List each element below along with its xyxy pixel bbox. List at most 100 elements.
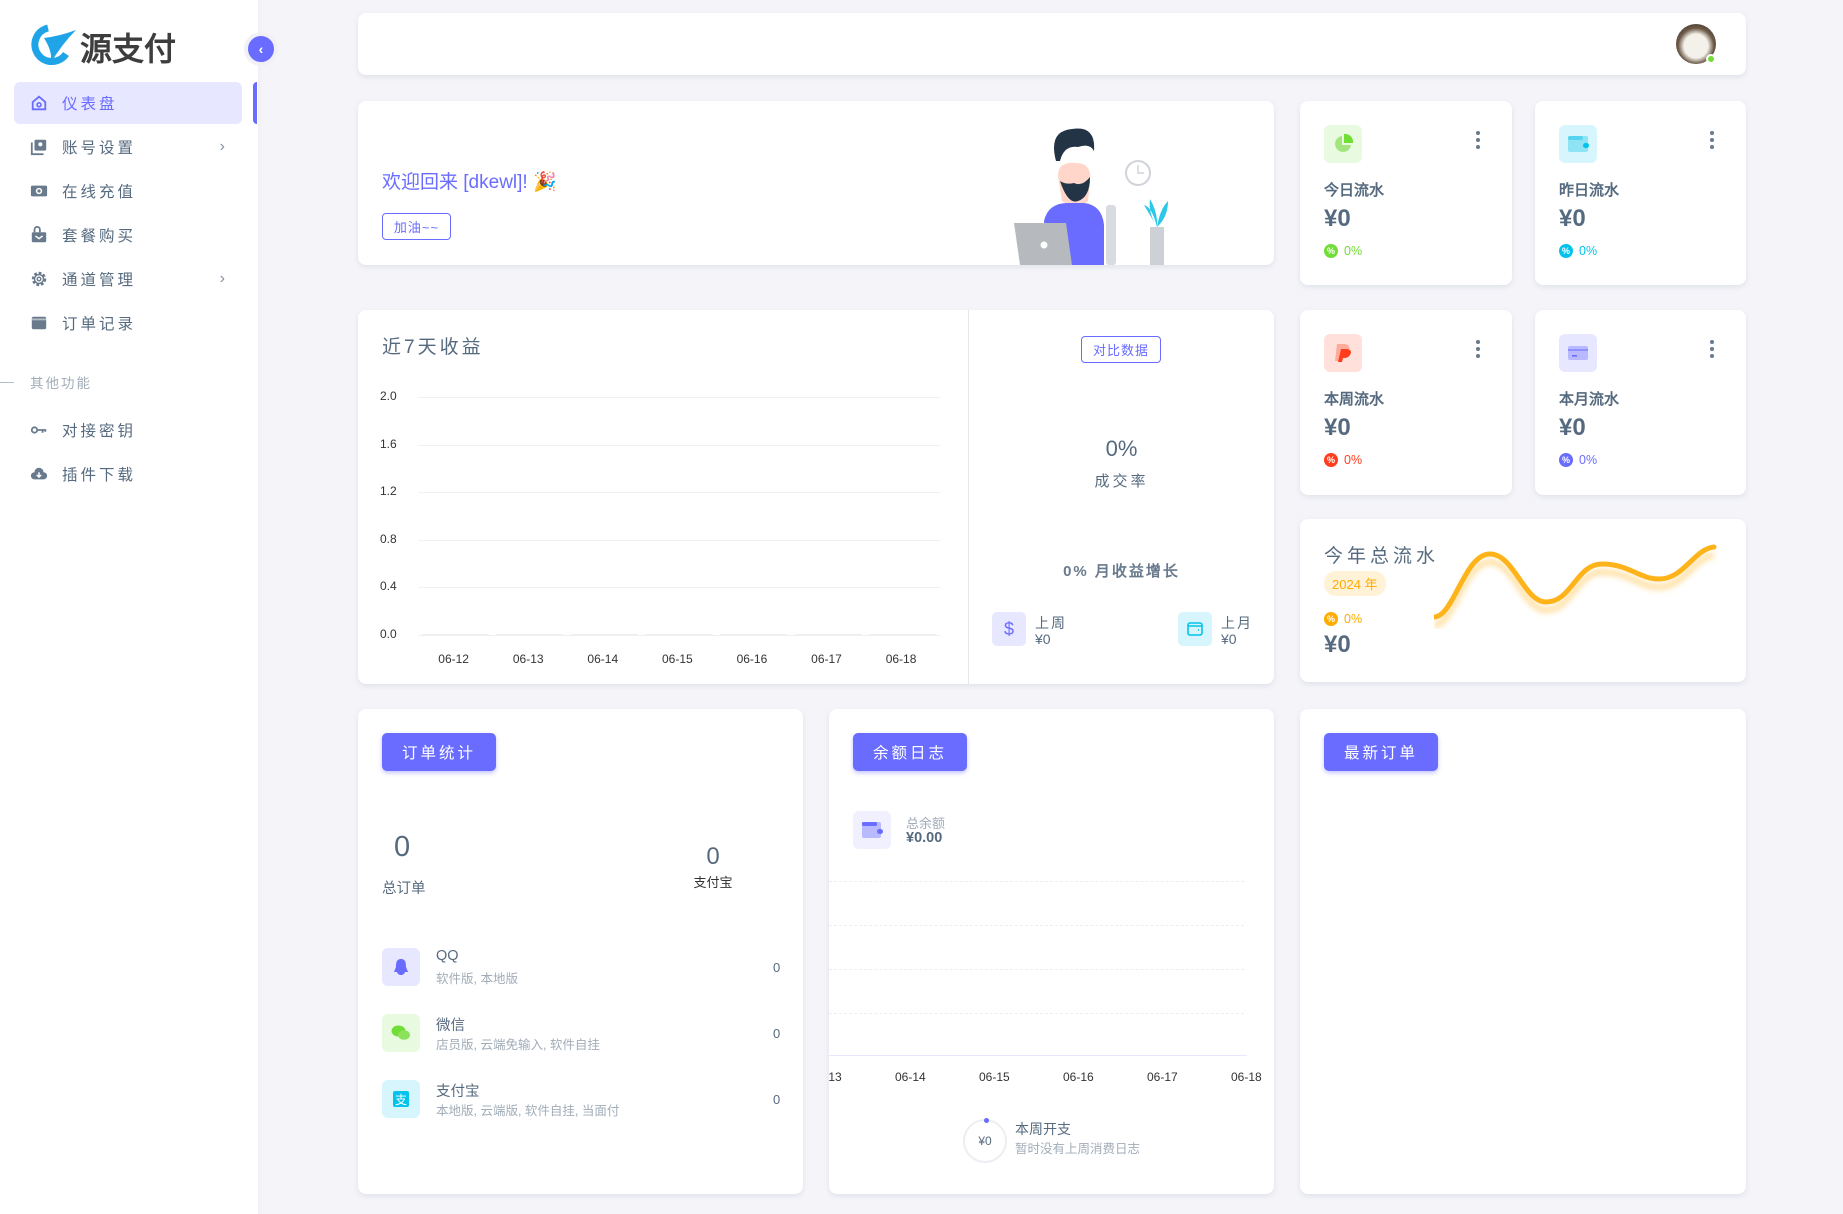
credit-card-icon bbox=[1559, 334, 1597, 372]
channel-desc: 软件版, 本地版 bbox=[436, 972, 518, 986]
alipay-orders-label: 支付宝 bbox=[693, 875, 733, 890]
year-revenue-card: 今年总流水 2024 年 % 0% ¥0 bbox=[1300, 519, 1746, 682]
year-percent: % 0% bbox=[1324, 612, 1362, 626]
bar[interactable] bbox=[421, 634, 489, 635]
y-tick-label: 0.0 bbox=[380, 627, 397, 641]
y-tick-label: 2.0 bbox=[380, 389, 397, 403]
x-axis-line bbox=[829, 1055, 1247, 1056]
collapse-sidebar-button[interactable]: ‹ bbox=[244, 32, 278, 66]
money-icon bbox=[30, 185, 48, 197]
chevron-right-icon: › bbox=[219, 270, 228, 287]
order-stats-card: 订单统计 0 总订单 0 支付宝 QQ 软件版, 本地版 0 微信 店员版, 云… bbox=[358, 709, 803, 1194]
more-options-button[interactable] bbox=[1476, 131, 1480, 149]
sidebar-item-plugin-download[interactable]: 插件下载 bbox=[14, 453, 242, 495]
stat-percent-text: 0% bbox=[1579, 244, 1598, 258]
gridline bbox=[418, 397, 940, 398]
alipay-icon: 支 bbox=[382, 1080, 420, 1118]
sidebar-item-label: 对接密钥 bbox=[62, 423, 137, 440]
channel-item-alipay: 支 支付宝 本地版, 云端版, 软件自挂, 当面付 0 bbox=[382, 1080, 782, 1120]
channel-item-qq: QQ 软件版, 本地版 0 bbox=[382, 948, 782, 988]
bar[interactable] bbox=[645, 634, 713, 635]
wechat-icon bbox=[382, 1014, 420, 1052]
bar[interactable] bbox=[720, 634, 788, 635]
key-icon bbox=[30, 426, 47, 434]
sidebar-item-channel-management[interactable]: 通道管理 › bbox=[14, 258, 242, 300]
percent-badge-icon: % bbox=[1324, 453, 1338, 467]
section-label: 其他功能 bbox=[0, 372, 92, 392]
stat-percent: % 0% bbox=[1324, 453, 1362, 467]
last-month-value: ¥0 bbox=[1221, 631, 1237, 647]
balance-log-button[interactable]: 余额日志 bbox=[853, 733, 968, 771]
bar[interactable] bbox=[794, 634, 862, 635]
x-tick-label: 06-16 bbox=[1063, 1070, 1094, 1084]
x-tick-label: 06-17 bbox=[1147, 1070, 1178, 1084]
data-point[interactable] bbox=[995, 1055, 997, 1057]
sidebar-item-package[interactable]: 套餐购买 bbox=[14, 214, 242, 256]
y-tick-label: 1.6 bbox=[380, 436, 397, 451]
cheer-button[interactable]: 加油~~ bbox=[382, 213, 451, 240]
data-point[interactable] bbox=[911, 1055, 913, 1057]
more-options-button[interactable] bbox=[1476, 340, 1480, 358]
qq-icon bbox=[382, 948, 420, 986]
home-icon bbox=[31, 95, 47, 111]
sidebar: 源支付 ‹ 仪表盘 账号设置 › 在线充值 套餐购买 通道管理 › 订单记录 其… bbox=[0, 0, 278, 1214]
wallet-icon bbox=[1559, 125, 1597, 163]
sidebar-item-order-records[interactable]: 订单记录 bbox=[14, 302, 242, 344]
wallet-icon bbox=[31, 316, 47, 330]
welcome-illustration bbox=[1014, 128, 1168, 265]
total-orders-label: 总订单 bbox=[382, 881, 426, 897]
balance-log-card: 余额日志 总余额 ¥0.00 06-13 06-14 06-15 06-16 06-17… bbox=[829, 709, 1274, 1194]
balance-value: ¥0.00 bbox=[906, 830, 943, 846]
percent-badge-icon: % bbox=[1559, 453, 1573, 467]
bar[interactable] bbox=[496, 634, 564, 635]
active-indicator bbox=[253, 82, 257, 124]
compare-data-button[interactable]: 对比数据 bbox=[1081, 336, 1161, 363]
account-icon bbox=[30, 139, 47, 156]
sidebar-item-label: 套餐购买 bbox=[62, 228, 137, 245]
data-point[interactable] bbox=[1079, 1055, 1081, 1057]
online-status-dot bbox=[1706, 54, 1716, 64]
bar[interactable] bbox=[570, 634, 638, 635]
year-title: 今年总流水 bbox=[1324, 546, 1440, 567]
x-tick-label: 06-12 bbox=[438, 652, 469, 666]
stat-label: 昨日流水 bbox=[1559, 182, 1620, 199]
sidebar-item-label: 仪表盘 bbox=[62, 96, 118, 113]
sidebar-item-account-settings[interactable]: 账号设置 › bbox=[14, 126, 242, 168]
shopping-bag-icon bbox=[31, 226, 47, 243]
sidebar-item-dashboard[interactable]: 仪表盘 bbox=[14, 82, 242, 124]
gridline bbox=[829, 925, 1244, 926]
stat-value: ¥0 bbox=[1324, 205, 1351, 232]
stat-label: 本月流水 bbox=[1559, 391, 1620, 408]
latest-orders-button[interactable]: 最新订单 bbox=[1324, 733, 1439, 771]
gridline bbox=[418, 539, 940, 541]
sidebar-item-api-key[interactable]: 对接密钥 bbox=[14, 409, 242, 451]
percent-badge-icon: % bbox=[1324, 244, 1338, 258]
logo[interactable]: 源支付 bbox=[30, 24, 180, 73]
alipay-orders-value: 0 bbox=[706, 843, 720, 870]
sidebar-item-recharge[interactable]: 在线充值 bbox=[14, 170, 242, 212]
more-options-button[interactable] bbox=[1710, 340, 1714, 358]
divider bbox=[968, 310, 969, 684]
dollar-icon: $ bbox=[992, 612, 1026, 646]
stat-label: 本周流水 bbox=[1324, 391, 1385, 408]
y-tick-label: 1.2 bbox=[380, 484, 397, 499]
more-options-button[interactable] bbox=[1710, 131, 1714, 149]
bar[interactable] bbox=[869, 634, 937, 635]
user-avatar[interactable] bbox=[1676, 24, 1716, 64]
gridline bbox=[418, 635, 940, 636]
x-tick-label: 06-16 bbox=[736, 652, 768, 666]
gridline bbox=[418, 587, 940, 589]
stat-card-month: 本月流水 ¥0 % 0% bbox=[1535, 310, 1746, 495]
x-tick-label: 06-13 bbox=[829, 1070, 842, 1084]
channel-count: 0 bbox=[773, 1026, 781, 1041]
channel-name: 微信 bbox=[436, 1018, 465, 1034]
data-point[interactable] bbox=[1247, 1055, 1249, 1057]
order-stats-button[interactable]: 订单统计 bbox=[382, 733, 497, 771]
welcome-card: 欢迎回来 [dkewl]! 🎉 加油~~ bbox=[358, 101, 1274, 265]
pie-chart-icon bbox=[1324, 125, 1362, 163]
stat-percent-text: 0% bbox=[1344, 453, 1363, 467]
chevron-left-icon: ‹ bbox=[258, 41, 264, 57]
balance-label: 总余额 bbox=[906, 816, 946, 831]
data-point[interactable] bbox=[1163, 1055, 1165, 1057]
channel-desc: 店员版, 云端免输入, 软件自挂 bbox=[436, 1038, 600, 1052]
